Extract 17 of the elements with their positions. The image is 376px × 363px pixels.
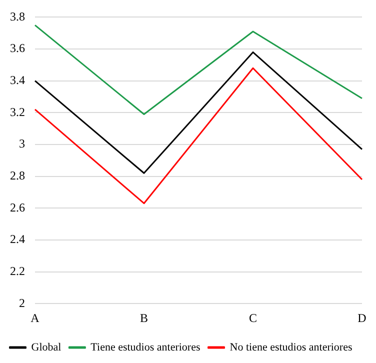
- x-tick-label: C: [248, 310, 258, 325]
- x-tick-label: D: [358, 310, 367, 325]
- y-tick-label: 2.2: [10, 264, 25, 278]
- y-tick-label: 3.2: [10, 104, 25, 119]
- y-tick-label: 3.6: [10, 41, 25, 56]
- y-tick-label: 2.6: [10, 200, 25, 214]
- legend-label: Tiene estudios anteriores: [90, 341, 200, 354]
- y-tick-label: 3.8: [10, 9, 25, 24]
- y-tick-label: 3: [19, 136, 25, 151]
- y-tick-label: 2.4: [10, 232, 25, 246]
- legend-label: No tiene estudios anteriores: [230, 341, 352, 354]
- legend-label: Global: [31, 341, 62, 354]
- x-tick-label: B: [140, 310, 148, 325]
- y-tick-label: 3.4: [10, 73, 25, 87]
- y-tick-label: 2.8: [10, 168, 25, 182]
- x-tick-label: A: [30, 310, 40, 325]
- y-tick-label: 2: [19, 296, 25, 310]
